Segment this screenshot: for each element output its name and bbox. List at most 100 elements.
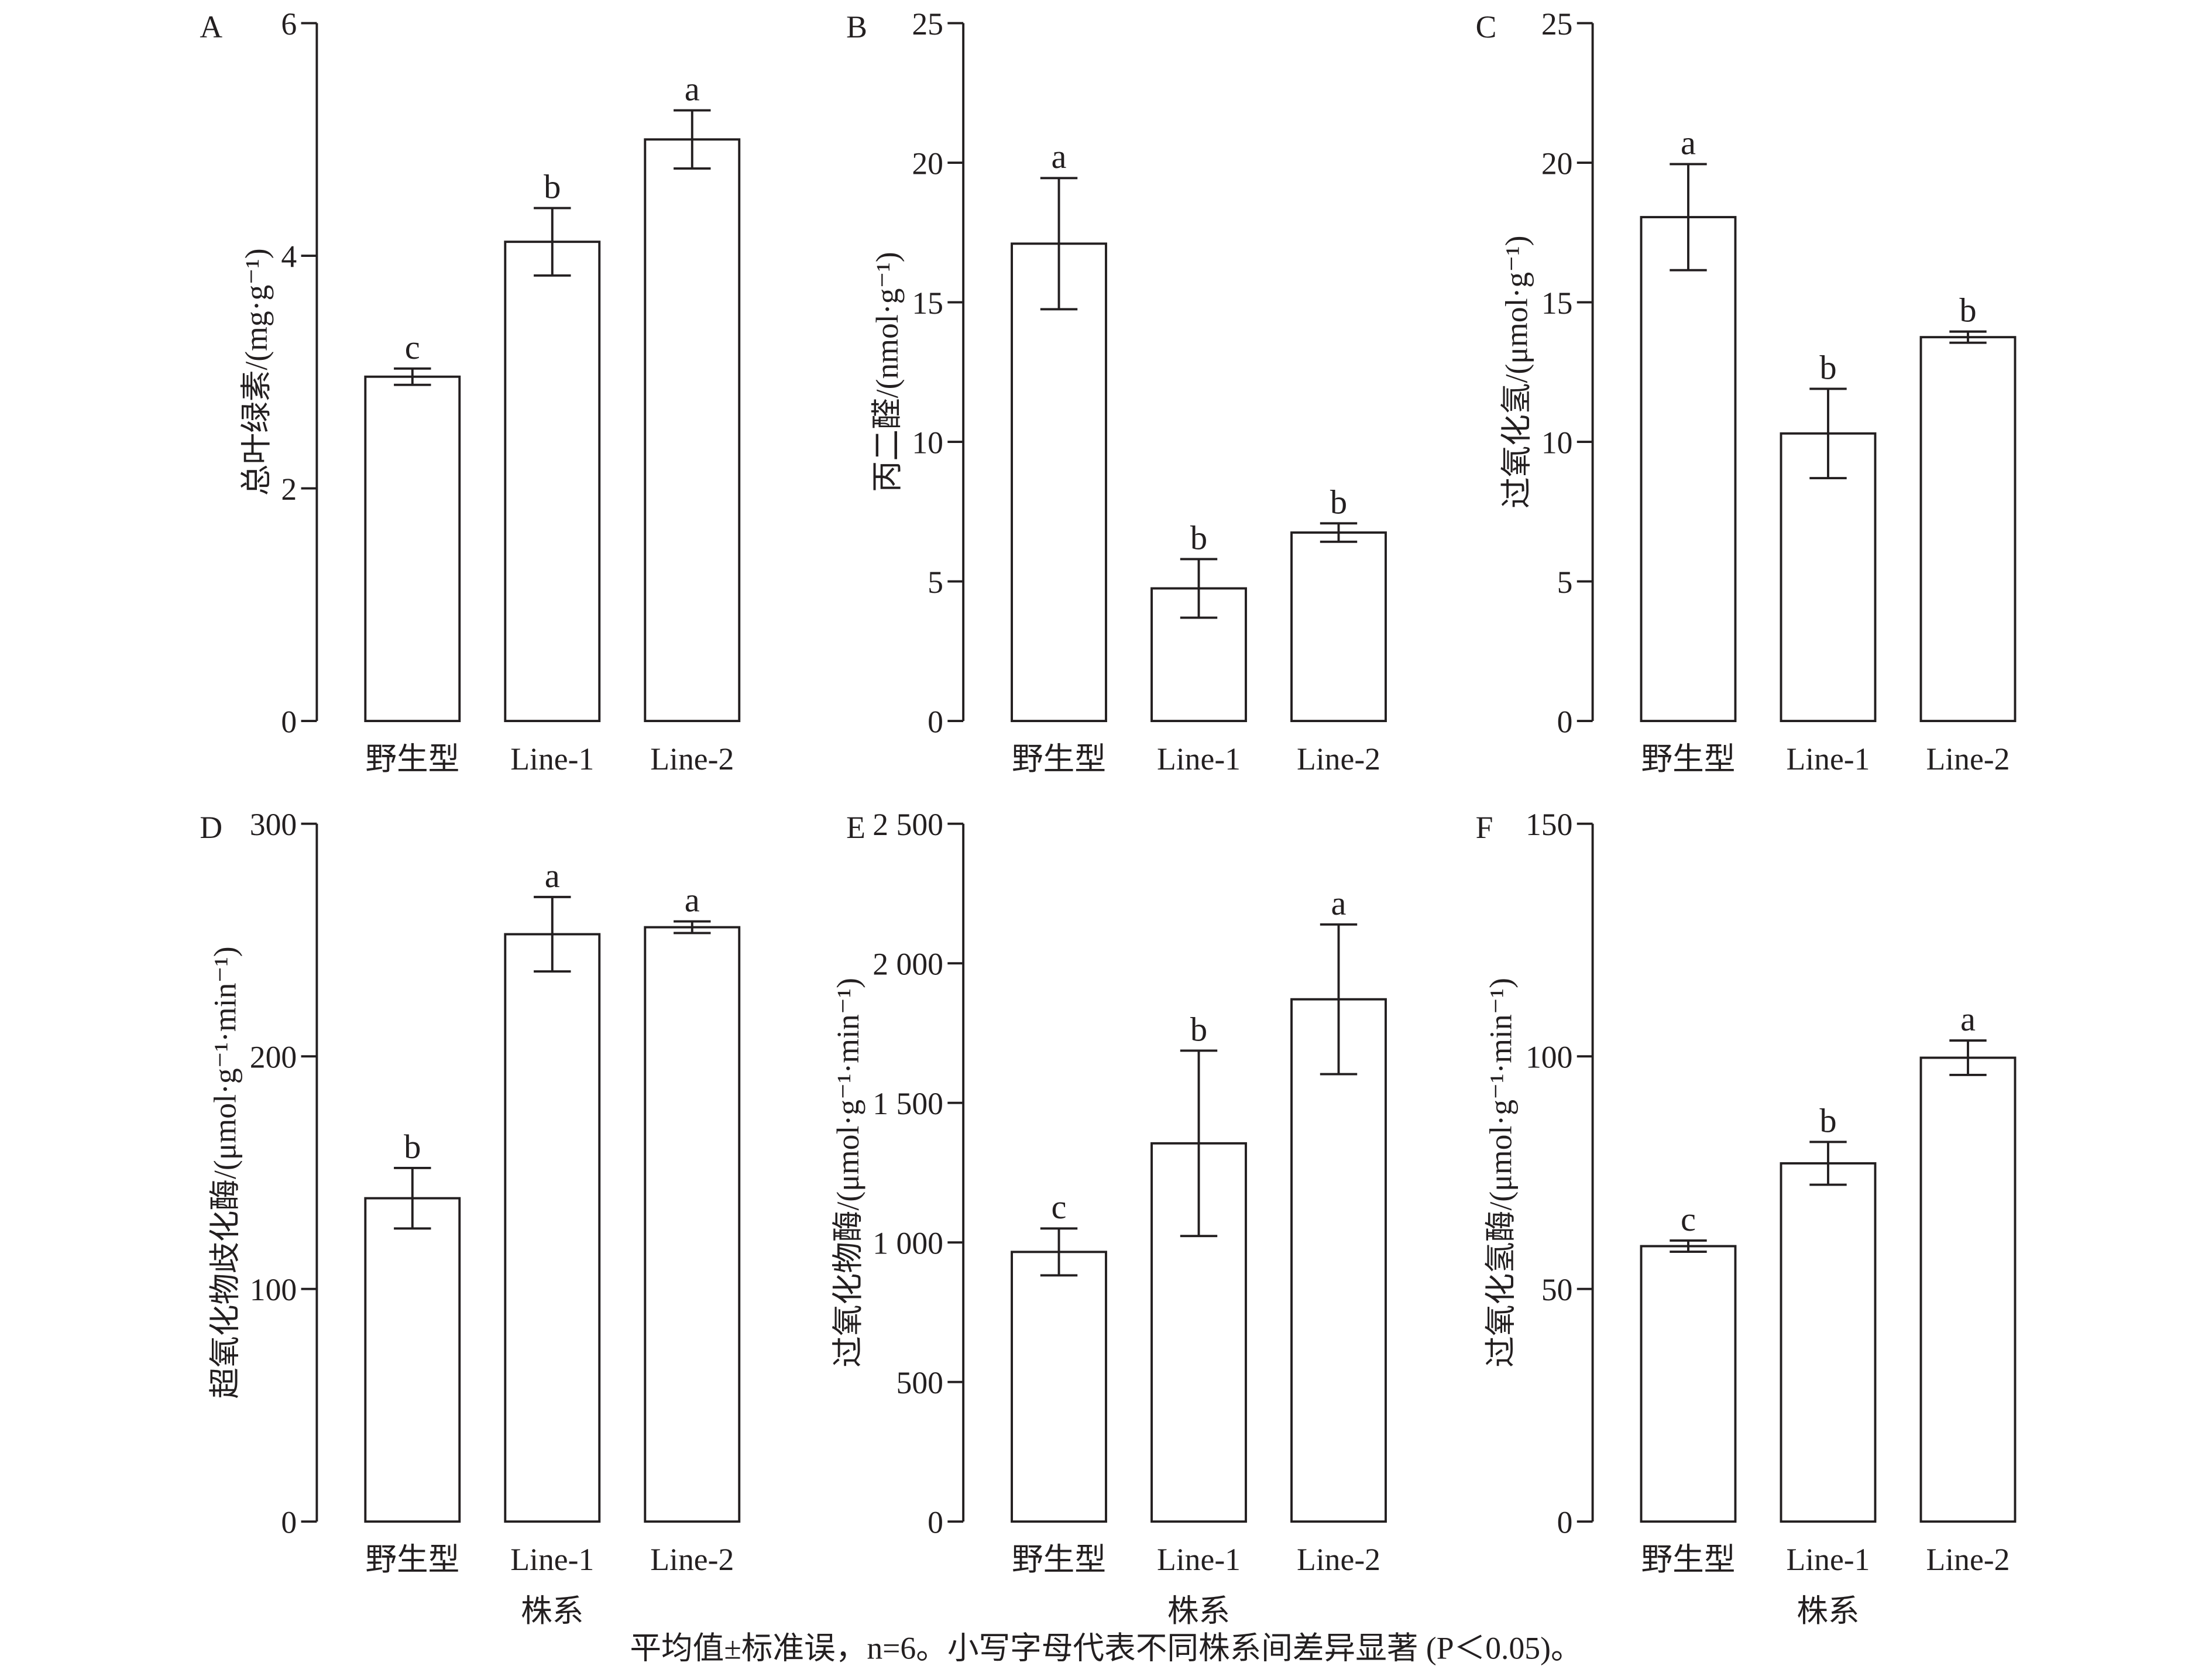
significance-letter: b [544, 167, 561, 205]
x-tick-label: 野生型 [365, 741, 459, 777]
x-tick-label: 野生型 [1012, 1542, 1106, 1577]
y-tick-label: 0 [928, 705, 943, 740]
y-tick-label: 0 [928, 1505, 943, 1540]
panel-label: D [200, 810, 222, 845]
y-tick-label: 20 [912, 146, 943, 181]
panel-e: 0 500 1 000 1 500 2 000 2 500 过氧化物酶/(μmol·g⁻¹·… [830, 807, 1387, 1629]
significance-letter: c [405, 328, 420, 366]
y-axis-label: 过氧化物酶/(μmol·g⁻¹·min⁻¹) [830, 978, 865, 1368]
panel-label: B [846, 9, 867, 44]
significance-letter: a [1052, 138, 1067, 176]
significance-letter: b [404, 1128, 421, 1166]
x-tick-label: Line-1 [510, 741, 594, 777]
panel-label: C [1476, 9, 1497, 44]
bar [1780, 432, 1877, 723]
y-axis-label: 过氧化氢酶/(μmol·g⁻¹·min⁻¹) [1483, 978, 1519, 1368]
bar [644, 138, 741, 723]
bar [504, 933, 601, 1523]
panel-c: 0 5 10 15 20 25 过氧化氢/(μmol·g⁻¹) Ca 野生型 b Line-1 b Li… [1476, 6, 2017, 777]
y-tick-label: 5 [928, 565, 943, 600]
y-axis-label: 丙二醛/(nmol·g⁻¹) [870, 252, 905, 492]
panel-a: 0 2 4 6 总叶绿素/(mg·g⁻¹) Ac 野生型 b Line-1 a Line-2 [200, 6, 741, 777]
significance-letter: b [1819, 1101, 1836, 1139]
significance-letter: c [1052, 1188, 1067, 1226]
x-tick-label: Line-1 [510, 1542, 594, 1577]
y-tick-label: 15 [1541, 286, 1573, 321]
x-tick-label: Line-2 [1297, 741, 1380, 777]
figure-caption: 平均值±标准误，n=6。小写字母代表不同株系间差异显著 (P＜0.05)。 [630, 1630, 1582, 1665]
bar [1290, 531, 1387, 723]
x-tick-label: Line-2 [650, 1542, 734, 1577]
significance-letter: a [545, 857, 560, 895]
panel-label: A [200, 9, 222, 44]
y-tick-label: 2 000 [873, 947, 943, 982]
y-axis-label: 过氧化氢/(μmol·g⁻¹) [1499, 236, 1534, 509]
y-tick-label: 500 [897, 1365, 943, 1400]
significance-letter: a [1681, 123, 1696, 162]
significance-letter: b [1190, 1010, 1207, 1048]
significance-letter: a [685, 70, 700, 108]
bar [1780, 1162, 1877, 1523]
panel-label: F [1476, 810, 1493, 845]
bar [1290, 998, 1387, 1523]
x-tick-label: 野生型 [1641, 1542, 1736, 1577]
y-tick-label: 6 [281, 6, 297, 42]
x-tick-label: Line-1 [1786, 1542, 1870, 1577]
y-tick-label: 2 [281, 472, 297, 507]
bar [364, 375, 461, 723]
x-axis-label: 株系 [521, 1593, 583, 1629]
y-tick-label: 10 [912, 425, 943, 461]
x-tick-label: Line-1 [1157, 1542, 1241, 1577]
significance-letter: a [1331, 884, 1347, 922]
y-tick-label: 100 [1526, 1040, 1572, 1075]
x-tick-label: Line-2 [650, 741, 734, 777]
y-tick-label: 100 [250, 1272, 297, 1307]
y-tick-label: 1 000 [873, 1226, 943, 1261]
y-tick-label: 300 [250, 807, 297, 842]
significance-letter: a [1960, 1000, 1976, 1038]
x-tick-label: Line-1 [1157, 741, 1241, 777]
y-tick-label: 5 [1557, 565, 1573, 600]
significance-letter: a [685, 881, 700, 919]
x-tick-label: Line-2 [1926, 741, 2010, 777]
y-axis-label: 总叶绿素/(mg·g⁻¹) [239, 248, 274, 496]
x-tick-label: 野生型 [365, 1542, 459, 1577]
y-tick-label: 20 [1541, 146, 1573, 181]
bar [1640, 1245, 1737, 1523]
y-tick-label: 15 [912, 286, 943, 321]
bar [1011, 242, 1107, 723]
significance-letter: b [1819, 348, 1836, 386]
x-tick-label: 野生型 [1641, 741, 1736, 777]
bar [1919, 1056, 2017, 1523]
y-tick-label: 10 [1541, 425, 1573, 461]
y-tick-label: 25 [1541, 6, 1573, 42]
y-tick-label: 0 [281, 705, 297, 740]
bar [504, 241, 601, 723]
y-axis-label: 超氧化物歧化酶/(μmol·g⁻¹·min⁻¹) [207, 946, 242, 1399]
x-axis-label: 株系 [1167, 1593, 1230, 1629]
y-tick-label: 0 [1557, 1505, 1573, 1540]
x-tick-label: Line-1 [1786, 741, 1870, 777]
significance-letter: b [1330, 483, 1347, 521]
bar [1640, 216, 1737, 723]
bar [1919, 336, 2017, 723]
y-tick-label: 25 [912, 6, 943, 42]
y-tick-label: 0 [1557, 705, 1573, 740]
y-tick-label: 150 [1526, 807, 1572, 842]
y-tick-label: 4 [281, 239, 297, 274]
x-axis-label: 株系 [1797, 1593, 1859, 1629]
significance-letter: c [1681, 1200, 1696, 1238]
y-tick-label: 200 [250, 1040, 297, 1075]
x-tick-label: Line-2 [1297, 1542, 1380, 1577]
panel-d: 0 100 200 300 超氧化物歧化酶/(μmol·g⁻¹·min⁻¹) Db 野生型 a… [200, 807, 741, 1629]
panel-b: 0 5 10 15 20 25 丙二醛/(nmol·g⁻¹) Ba 野生型 b Line-1 b Lin… [846, 6, 1387, 777]
y-tick-label: 1 500 [873, 1086, 943, 1121]
significance-letter: b [1959, 291, 1976, 329]
bar [644, 926, 741, 1523]
panel-label: E [846, 810, 865, 845]
y-tick-label: 2 500 [873, 807, 943, 842]
significance-letter: b [1190, 518, 1207, 557]
x-tick-label: Line-2 [1926, 1542, 2010, 1577]
bar [364, 1197, 461, 1523]
